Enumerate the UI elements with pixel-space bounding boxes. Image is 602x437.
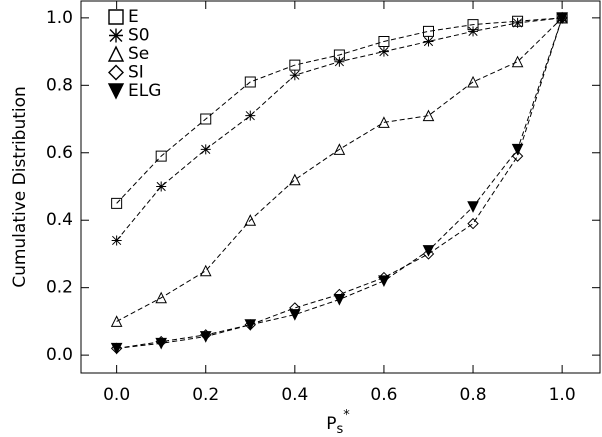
data-point <box>467 19 479 31</box>
data-point <box>333 293 346 306</box>
x-tick-label: 0.6 <box>370 385 397 405</box>
data-point <box>468 26 479 37</box>
data-point <box>110 315 123 327</box>
x-tick-label: 1.0 <box>549 385 576 405</box>
data-point <box>111 235 122 246</box>
y-tick-label: 1.0 <box>46 8 73 28</box>
x-label-sup: * <box>343 408 350 423</box>
data-point <box>556 12 568 24</box>
data-point <box>200 144 211 155</box>
data-point <box>422 248 435 260</box>
y-tick-label: 0.6 <box>46 143 73 163</box>
series-line <box>116 17 563 204</box>
series-line <box>116 17 563 349</box>
legend-marker <box>107 83 125 100</box>
y-tick-label: 0.2 <box>46 278 73 298</box>
y-tick-label: 0.0 <box>46 345 73 365</box>
data-point <box>467 217 479 230</box>
data-point <box>378 275 390 288</box>
x-tick-label: 0.2 <box>192 385 219 405</box>
x-tick-label: 0.8 <box>460 385 487 405</box>
legend-label: S0 <box>128 26 150 46</box>
data-point <box>244 76 256 88</box>
data-point <box>111 197 123 209</box>
legend-label: Se <box>128 44 149 64</box>
data-point <box>422 25 434 37</box>
x-axis-label: Ps* <box>326 408 350 437</box>
data-point <box>245 110 256 121</box>
data-point <box>155 291 167 304</box>
x-label-base: P <box>326 414 336 434</box>
data-point <box>289 309 301 321</box>
data-point <box>289 59 301 71</box>
y-tick-label: 0.4 <box>46 210 73 230</box>
data-point <box>423 36 434 47</box>
data-point <box>334 56 345 67</box>
x-tick-label: 0.0 <box>103 385 130 405</box>
data-point <box>333 49 345 61</box>
data-point <box>511 143 524 156</box>
data-point <box>467 75 479 88</box>
series-line <box>116 17 563 241</box>
legend-marker <box>108 64 124 81</box>
plot-frame <box>80 0 601 374</box>
data-point <box>512 17 523 28</box>
legend-label: SI <box>128 63 144 83</box>
y-tick-label: 0.8 <box>46 75 73 95</box>
legend-marker <box>109 28 124 43</box>
legend-label: E <box>128 7 139 27</box>
legend-marker <box>108 9 124 25</box>
data-point <box>467 201 479 213</box>
x-label-sub: s <box>336 422 343 437</box>
data-point <box>378 46 389 57</box>
data-point <box>199 264 212 277</box>
data-point <box>156 181 167 192</box>
data-point <box>110 342 123 355</box>
data-point <box>378 35 390 47</box>
legend-marker <box>107 45 125 62</box>
data-point <box>333 143 346 155</box>
legend-label: ELG <box>128 81 161 101</box>
x-tick-label: 0.4 <box>281 385 308 405</box>
data-point <box>289 173 301 186</box>
data-point <box>200 113 212 125</box>
data-point <box>378 116 390 128</box>
data-point <box>155 150 167 162</box>
data-point <box>155 337 167 350</box>
data-point <box>199 331 212 343</box>
y-axis-label: Cumulative Distribution <box>10 86 30 288</box>
data-point <box>244 214 257 226</box>
data-point <box>422 109 435 122</box>
data-point <box>422 245 435 257</box>
data-point <box>244 319 257 331</box>
data-point <box>289 70 300 81</box>
series-line <box>116 17 563 322</box>
data-point <box>511 55 524 68</box>
